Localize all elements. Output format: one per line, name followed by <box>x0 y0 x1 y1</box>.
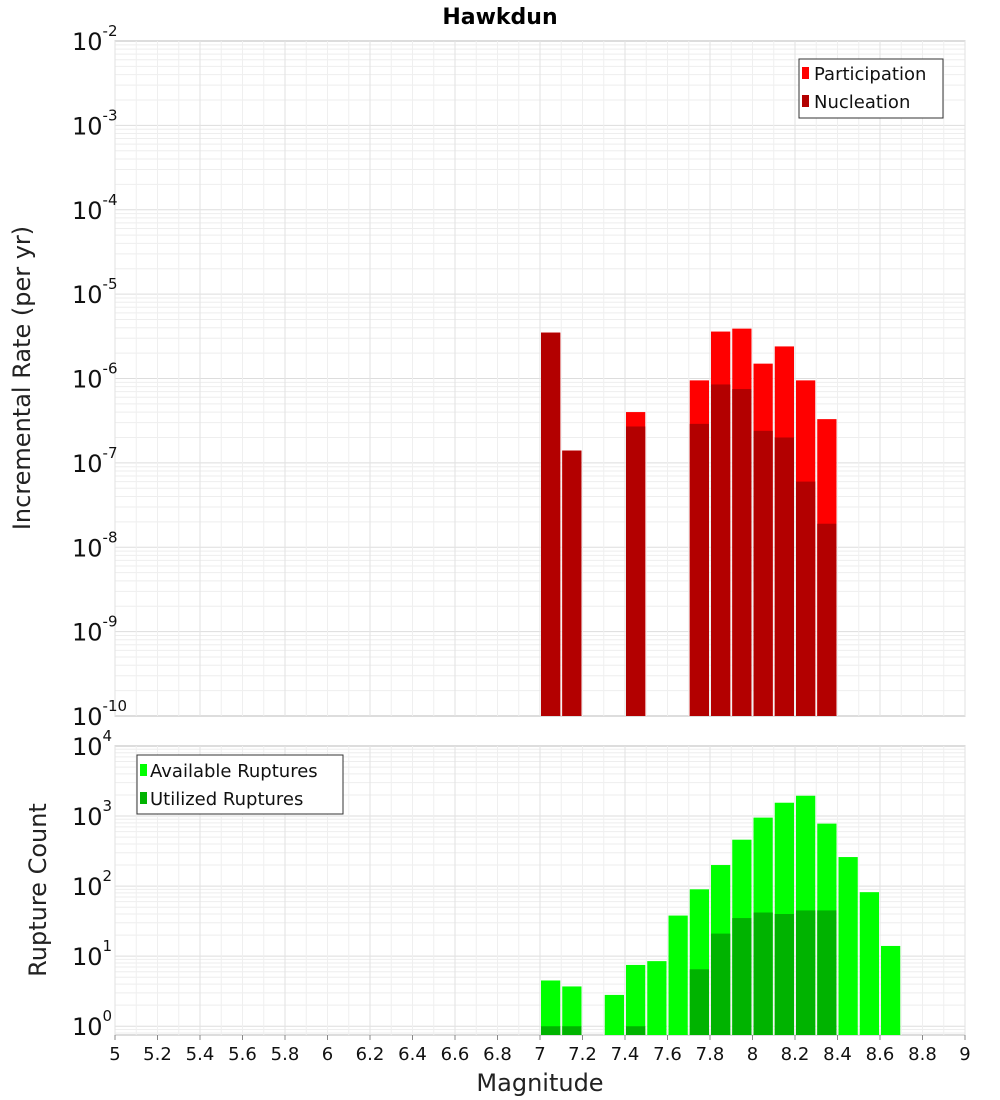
rate-bar-series-2 <box>541 332 561 716</box>
count-bar-series-1 <box>541 980 561 1035</box>
count-y-tick-label: 100 <box>72 1007 112 1041</box>
nucleation-legend-swatch <box>802 95 809 107</box>
rate-y-tick-label: 10-10 <box>72 697 127 731</box>
x-tick-label: 5.6 <box>228 1044 257 1065</box>
rate-y-tick-label: 10-8 <box>72 528 118 562</box>
x-tick-label: 8.4 <box>823 1044 852 1065</box>
rate-y-tick-label: 10-9 <box>72 613 118 647</box>
rate-legend-box <box>798 58 944 119</box>
utilized-legend-swatch <box>140 792 147 804</box>
count-bar-series-1 <box>562 986 582 1035</box>
count-bar-series-2 <box>732 918 752 1035</box>
count-bars <box>541 795 901 1035</box>
rate-bar-series-2 <box>817 523 837 716</box>
rate-bar-series-2 <box>753 430 773 716</box>
count-bar-series-2 <box>689 969 709 1035</box>
count-bar-series-2 <box>541 1026 561 1035</box>
count-bar-series-1 <box>604 994 624 1035</box>
count-y-tick-label: 104 <box>72 727 112 761</box>
count-legend: Available Ruptures Utilized Ruptures <box>136 754 344 815</box>
x-tick-label: 7 <box>534 1044 545 1065</box>
x-tick-label: 7.4 <box>611 1044 640 1065</box>
rate-y-tick-label: 10-2 <box>72 22 118 56</box>
participation-legend-label: Participation <box>814 64 926 85</box>
available-legend-swatch <box>140 764 147 776</box>
count-bar-series-2 <box>817 910 837 1035</box>
x-tick-label: 8.2 <box>781 1044 810 1065</box>
rate-y-tick-label: 10-3 <box>72 106 118 140</box>
count-bar-series-1 <box>647 961 667 1035</box>
count-bar-series-1 <box>859 892 879 1035</box>
rate-y-tick-label: 10-5 <box>72 275 118 309</box>
x-tick-label: 6 <box>322 1044 333 1065</box>
rate-y-axis-label: Incremental Rate (per yr) <box>8 226 36 530</box>
rate-bars <box>541 328 837 716</box>
rate-y-tick-label: 10-7 <box>72 444 118 478</box>
count-y-tick-label: 103 <box>72 797 112 831</box>
x-tick-label: 5 <box>109 1044 120 1065</box>
count-bar-series-1 <box>838 857 858 1035</box>
count-bar-series-2 <box>796 910 816 1035</box>
chart-title: Hawkdun <box>442 5 557 30</box>
count-bar-series-2 <box>774 914 794 1035</box>
count-bar-series-1 <box>881 945 901 1035</box>
rate-bar-series-2 <box>774 437 794 716</box>
rate-bar-series-2 <box>711 384 731 716</box>
count-y-ticks: 100 101 102 103 104 <box>72 727 112 1041</box>
count-bar-series-1 <box>626 964 646 1035</box>
rate-y-tick-label: 10-4 <box>72 191 118 225</box>
rate-legend: Participation Nucleation <box>798 58 944 119</box>
x-tick-label: 5.4 <box>186 1044 215 1065</box>
x-tick-label: 7.6 <box>653 1044 682 1065</box>
x-tick-label: 6.4 <box>398 1044 427 1065</box>
nucleation-legend-label: Nucleation <box>814 92 910 113</box>
count-legend-box <box>136 754 344 815</box>
rate-panel: 10-10 10-9 10-8 10-7 10-6 10-5 10-4 10-3 10-2 In… <box>8 22 966 731</box>
count-bar-series-2 <box>626 1026 646 1035</box>
x-tick-label: 5.2 <box>143 1044 172 1065</box>
count-x-ticks: 5 5.2 5.4 5.6 5.8 6 6.2 6.4 6.6 6.8 7 7.2 7.4 7.6 7.8 8… <box>109 1035 971 1065</box>
count-bar-series-2 <box>711 933 731 1035</box>
participation-legend-swatch <box>802 67 809 79</box>
rate-bar-series-2 <box>626 426 646 716</box>
x-tick-label: 8.6 <box>866 1044 895 1065</box>
x-tick-label: 9 <box>959 1044 970 1065</box>
rate-bar-series-2 <box>796 481 816 716</box>
x-tick-label: 8.8 <box>908 1044 937 1065</box>
x-tick-label: 6.8 <box>483 1044 512 1065</box>
x-tick-label: 6.6 <box>441 1044 470 1065</box>
count-y-tick-label: 102 <box>72 867 112 901</box>
x-tick-label: 7.2 <box>568 1044 597 1065</box>
x-tick-label: 7.8 <box>696 1044 725 1065</box>
x-tick-label: 8 <box>747 1044 758 1065</box>
x-tick-label: 6.2 <box>356 1044 385 1065</box>
count-y-tick-label: 101 <box>72 937 112 971</box>
count-y-axis-label: Rupture Count <box>24 803 52 977</box>
count-bar-series-2 <box>562 1026 582 1035</box>
rate-grid <box>114 41 966 716</box>
rate-bar-series-2 <box>732 389 752 716</box>
count-panel: 100 101 102 103 104 5 5.2 5.4 5.6 5.8 6 6.2 6.4 6.6 6… <box>24 727 971 1097</box>
utilized-legend-label: Utilized Ruptures <box>150 789 303 810</box>
rate-bar-series-2 <box>562 450 582 716</box>
count-bar-series-1 <box>668 915 688 1035</box>
rate-y-tick-label: 10-6 <box>72 360 118 394</box>
rate-bar-series-2 <box>689 423 709 716</box>
x-tick-label: 5.8 <box>271 1044 300 1065</box>
available-legend-label: Available Ruptures <box>150 761 318 782</box>
count-bar-series-2 <box>753 912 773 1035</box>
x-axis-label: Magnitude <box>476 1069 603 1097</box>
rate-y-ticks: 10-10 10-9 10-8 10-7 10-6 10-5 10-4 10-3 10-2 <box>72 22 127 731</box>
